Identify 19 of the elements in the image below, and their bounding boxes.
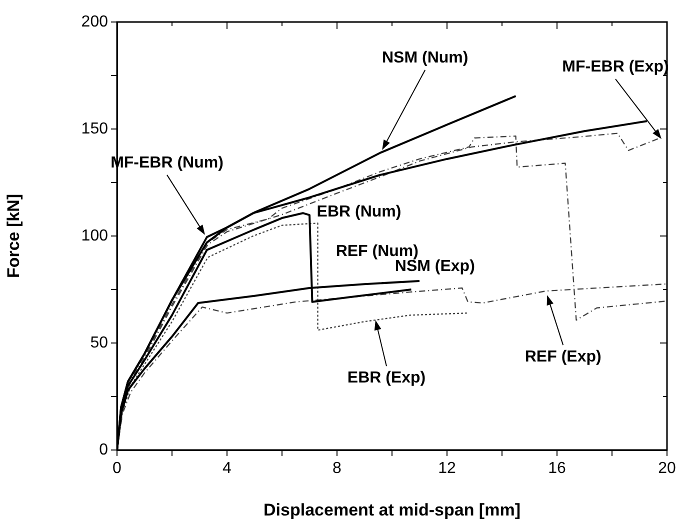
annotation: EBR (Exp): [347, 370, 426, 387]
y-tick-label: 0: [99, 441, 108, 458]
annotation: REF (Exp): [524, 348, 602, 366]
annotation: NSM (Exp): [394, 258, 475, 276]
x-tick-label: 8: [332, 460, 342, 478]
y-tick-label: 50: [90, 334, 108, 352]
y-tick-label: 200: [81, 13, 108, 30]
x-tick-label: 0: [112, 460, 122, 478]
x-tick-label: 4: [222, 460, 232, 478]
y-axis-title: Force [kN]: [4, 194, 23, 278]
x-tick-label: 12: [438, 460, 456, 478]
y-tick-label: 100: [81, 227, 108, 244]
x-tick-label: 16: [548, 460, 566, 478]
x-tick-label: 20: [658, 460, 676, 478]
annotation: EBR (Num): [316, 203, 402, 220]
y-tick-label: 150: [81, 120, 108, 138]
annotation: REF (Num): [336, 243, 418, 260]
annotation: NSM (Num): [382, 49, 468, 66]
x-axis-title: Displacement at mid-span [mm]: [264, 500, 520, 520]
